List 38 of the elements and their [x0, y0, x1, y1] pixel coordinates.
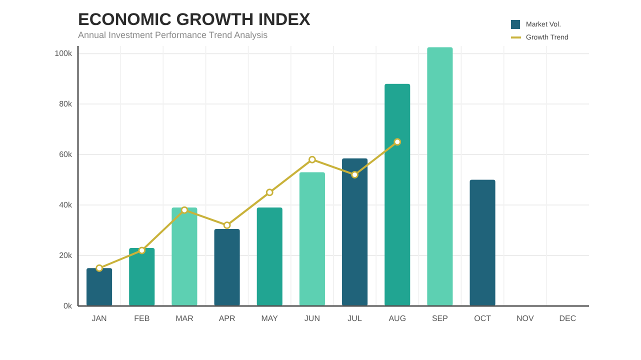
x-tick-label: JUL — [348, 314, 362, 323]
x-tick-label: SEP — [432, 314, 448, 323]
chart-subtitle: Annual Investment Performance Trend Analysis — [78, 30, 268, 40]
x-tick-label: JAN — [92, 314, 108, 323]
x-tick-label: AUG — [388, 314, 406, 323]
x-tick-label: MAR — [176, 314, 194, 323]
y-tick-label: 60k — [59, 150, 73, 160]
bar — [86, 268, 112, 306]
point — [266, 188, 274, 196]
point — [180, 206, 188, 214]
point — [351, 170, 359, 178]
chart-title: ECONOMIC GROWTH INDEX — [78, 10, 311, 29]
bar — [342, 158, 368, 306]
bar — [172, 208, 198, 306]
bar — [384, 84, 410, 306]
bar — [470, 180, 496, 306]
x-tick-label: FEB — [134, 314, 150, 323]
x-tick-label: NOV — [516, 314, 534, 323]
x-tick-label: JUN — [304, 314, 320, 323]
y-tick-label: 100k — [54, 49, 73, 58]
y-tick-label: 0k — [64, 302, 73, 311]
bar — [214, 229, 240, 306]
point — [223, 221, 231, 229]
y-tick-label: 40k — [59, 200, 73, 210]
x-tick-label: DEC — [559, 314, 576, 323]
y-tick-label: 20k — [59, 251, 73, 260]
bar — [427, 47, 453, 306]
point — [394, 138, 402, 146]
point — [308, 156, 316, 164]
bar — [256, 208, 282, 306]
bar — [299, 172, 325, 306]
x-tick-label: OCT — [474, 314, 492, 323]
point — [96, 264, 104, 272]
x-tick-label: APR — [218, 314, 236, 323]
point — [138, 246, 146, 254]
y-tick-label: 80k — [59, 100, 73, 109]
bar — [129, 248, 155, 306]
x-tick-label: MAY — [261, 314, 279, 323]
